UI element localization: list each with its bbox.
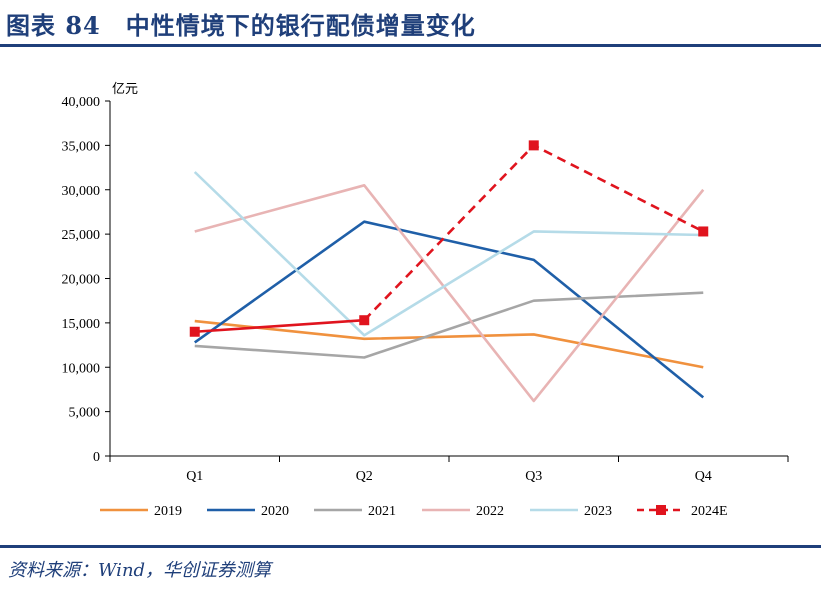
- legend-label: 2022: [476, 504, 504, 519]
- series-line-solid: [194, 318, 365, 334]
- source-rule: [0, 545, 821, 548]
- y-tick-label: 5,000: [69, 406, 101, 421]
- series-2019: [194, 319, 704, 369]
- legend-marker: [656, 505, 666, 515]
- data-point-marker: [359, 315, 370, 326]
- legend-item: 2022: [422, 504, 504, 519]
- legend-item: 2021: [314, 504, 396, 519]
- legend-item: 2024E: [637, 504, 728, 519]
- data-point-marker: [189, 326, 200, 337]
- legend-label: 2024E: [691, 504, 728, 519]
- x-tick-label: Q3: [525, 469, 542, 484]
- x-tick-label: Q2: [356, 469, 373, 484]
- y-tick-label: 30,000: [62, 184, 101, 199]
- title-rule: [0, 44, 821, 47]
- series-2022: [194, 184, 705, 403]
- series-2020: [193, 220, 705, 399]
- series-2023: [193, 171, 704, 337]
- figure-title: 图表 84 中性情境下的银行配债增量变化: [6, 11, 476, 40]
- x-tick-label: Q1: [186, 469, 203, 484]
- chart-legend: 2019 2020 2021 2022 2023 2024E: [100, 504, 728, 519]
- series-2024E: [189, 140, 709, 337]
- y-tick-label: 15,000: [62, 317, 101, 332]
- y-tick-label: 0: [93, 450, 100, 465]
- x-tick-label: Q4: [695, 469, 712, 484]
- series-2021: [194, 291, 704, 359]
- source-note: 资料来源：Wind，华创证券测算: [8, 560, 272, 581]
- legend-label: 2019: [154, 504, 182, 519]
- y-tick-label: 10,000: [62, 361, 101, 376]
- legend-item: 2020: [207, 504, 289, 519]
- legend-label: 2021: [368, 504, 396, 519]
- legend-item: 2023: [530, 504, 612, 519]
- y-tick-label: 40,000: [62, 95, 101, 110]
- y-tick-label: 35,000: [62, 139, 101, 154]
- data-point-marker: [698, 226, 709, 237]
- legend-label: 2023: [584, 504, 612, 519]
- y-axis-unit-label: 亿元: [112, 82, 138, 97]
- legend-label: 2020: [261, 504, 289, 519]
- series-layer: [189, 140, 709, 403]
- y-tick-label: 25,000: [62, 228, 101, 243]
- chart-axes: 0 5,000 10,000 15,000 20,000 25,000 30,000 35,0…: [62, 82, 789, 484]
- series-line: [194, 319, 704, 369]
- data-point-marker: [528, 140, 539, 151]
- series-line: [194, 184, 705, 403]
- series-line: [193, 171, 704, 337]
- series-line: [193, 220, 705, 399]
- series-line: [194, 291, 704, 359]
- y-tick-label: 20,000: [62, 273, 101, 288]
- legend-item: 2019: [100, 504, 182, 519]
- line-chart: 0 5,000 10,000 15,000 20,000 25,000 30,000 35,0…: [62, 82, 789, 519]
